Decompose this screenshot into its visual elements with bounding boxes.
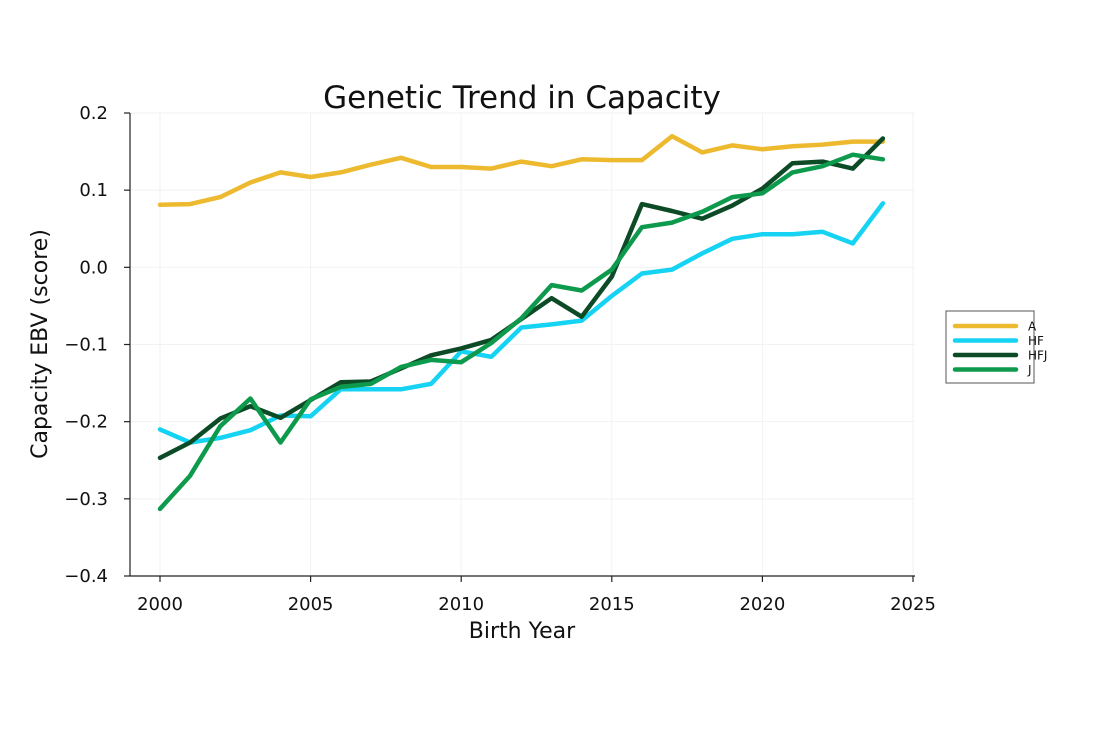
y-tick-label: −0.2 xyxy=(64,412,108,433)
x-tick-label: 2005 xyxy=(288,594,334,615)
x-axis-label: Birth Year xyxy=(469,619,576,644)
series-line-hf xyxy=(157,201,886,445)
legend-label-j: J xyxy=(1027,363,1032,377)
x-tick-label: 2015 xyxy=(589,594,635,615)
x-tick-label: 2025 xyxy=(890,594,936,615)
y-tick-label: −0.1 xyxy=(64,335,108,356)
legend-label-a: A xyxy=(1028,320,1037,334)
y-tick-label: −0.3 xyxy=(64,489,108,510)
y-axis-label: Capacity EBV (score) xyxy=(28,229,53,459)
x-tick-label: 2010 xyxy=(438,594,484,615)
legend-box xyxy=(945,310,1035,384)
series-line-j xyxy=(157,152,886,512)
tick-labels: −0.4 −0.3 −0.2 −0.1 0.0 0.1 0.2 2000 2005 2010 201… xyxy=(64,103,936,615)
x-tick-label: 2000 xyxy=(137,594,183,615)
axes xyxy=(124,112,915,582)
series-line-a xyxy=(157,133,886,208)
series-group xyxy=(157,133,886,512)
legend-label-hf: HF xyxy=(1028,334,1044,348)
y-tick-label: 0.1 xyxy=(79,180,108,201)
y-tick-label: 0.0 xyxy=(79,257,108,278)
legend-label-hfj: HFJ xyxy=(1028,349,1047,363)
chart-title: Genetic Trend in Capacity xyxy=(323,80,721,116)
x-tick-label: 2020 xyxy=(739,594,785,615)
y-tick-label: 0.2 xyxy=(79,103,108,124)
y-tick-label: −0.4 xyxy=(64,566,108,587)
